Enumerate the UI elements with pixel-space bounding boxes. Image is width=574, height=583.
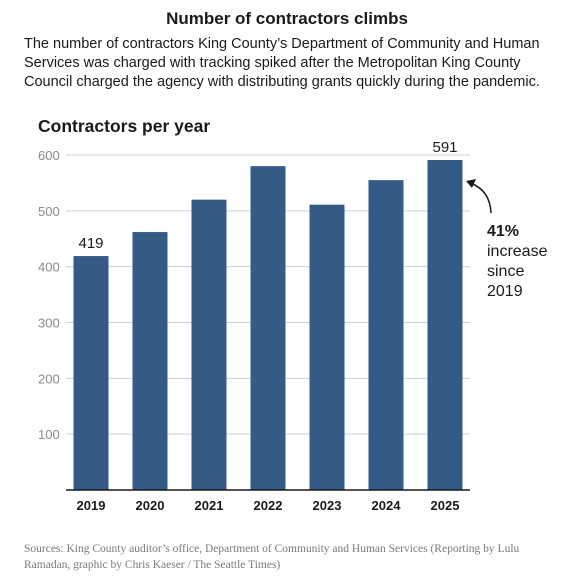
annotation-line: increase [487,243,548,260]
bars [73,160,463,491]
y-tick-label: 600 [38,148,60,163]
annotation-arrow [466,179,492,214]
x-tick-label: 2019 [77,498,106,513]
bar-2022 [250,166,286,490]
x-tick-label: 2023 [313,498,342,513]
chart-subtitle: The number of contractors King County’s … [24,36,540,90]
data-label-2025: 591 [432,139,457,156]
bar-2021 [191,199,227,490]
bar-2025 [427,160,463,490]
y-tick-label: 100 [38,427,60,442]
x-tick-label: 2022 [254,498,283,513]
y-tick-label: 400 [38,260,60,275]
bar-2024 [368,180,404,490]
chart-title: Contractors per year [38,116,211,136]
annotation-highlight: 41% [487,223,520,240]
increase-annotation: 41% increase since 2019 [487,222,572,302]
x-tick-label: 2024 [372,498,402,513]
page-title: Number of contractors climbs [166,9,408,28]
annotation-line: 2019 [487,283,523,300]
y-tick-label: 500 [38,204,60,219]
x-tick-label: 2020 [136,498,165,513]
y-tick-label: 300 [38,316,60,331]
annotation-line: since [487,263,525,280]
y-tick-label: 200 [38,371,60,386]
x-tick-label: 2021 [195,498,224,513]
bar-2019 [73,256,109,490]
x-tick-label: 2025 [431,498,460,513]
data-label-2019: 419 [78,235,103,252]
bar-2020 [132,232,168,491]
source-note: Sources: King County auditor’s office, D… [24,543,520,571]
labels: 100 200 300 400 500 600 2019 419 2020 2021 2022 202… [38,139,459,513]
bar-2023 [309,204,345,491]
